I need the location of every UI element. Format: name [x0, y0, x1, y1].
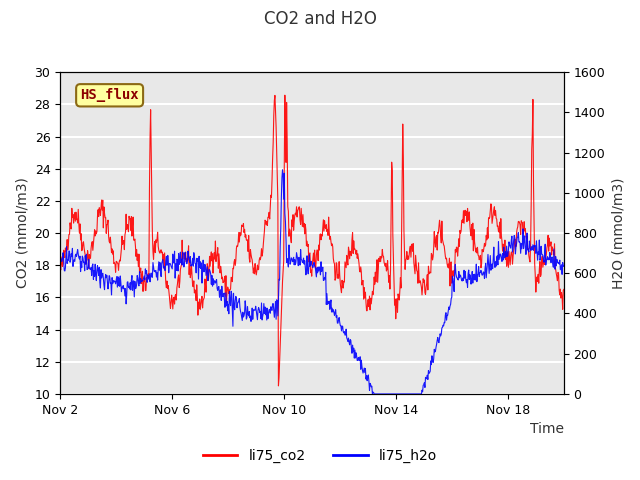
- Y-axis label: CO2 (mmol/m3): CO2 (mmol/m3): [15, 178, 29, 288]
- Y-axis label: H2O (mmol/m3): H2O (mmol/m3): [611, 177, 625, 289]
- Text: HS_flux: HS_flux: [80, 88, 139, 102]
- Legend: li75_co2, li75_h2o: li75_co2, li75_h2o: [197, 443, 443, 468]
- Text: CO2 and H2O: CO2 and H2O: [264, 10, 376, 28]
- X-axis label: Time: Time: [530, 422, 564, 436]
